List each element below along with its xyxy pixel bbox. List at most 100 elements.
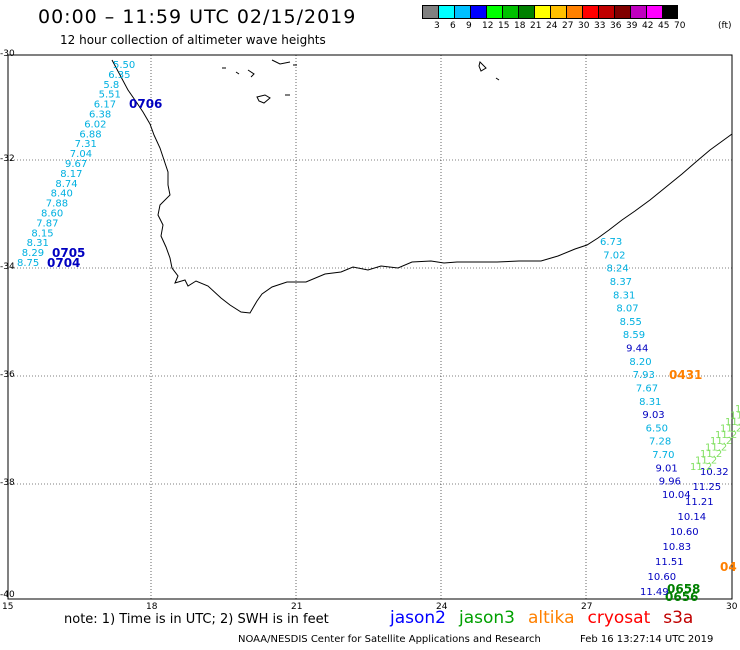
footer-timestamp: Feb 16 13:27:14 UTC 2019 [580,634,714,645]
east-track-value: 8.07 [616,304,638,315]
west-track-value: 7.88 [46,199,68,210]
lon-label: 27 [581,602,593,612]
legend-swatch [502,5,518,19]
satellite-jason2: jason2 [390,608,446,628]
east-track-value: 7.93 [633,370,655,381]
legend-swatch [518,5,534,19]
west-track-value: 8.60 [41,209,63,220]
green-track-value: 11.2 [700,449,722,460]
lat-label: -38 [0,478,15,488]
legend-label: 12 [482,21,494,31]
west-track-value: 5.50 [113,60,135,71]
east-track-value: 8.20 [629,357,651,368]
green-track-value: 11.2 [730,410,740,421]
legend-swatch [422,5,438,19]
legend-label: 33 [594,21,606,31]
lat-label: -32 [0,154,15,164]
footer-credit: NOAA/NESDIS Center for Satellite Applica… [238,634,541,645]
east-track-value: 9.96 [659,477,681,488]
green-track-value: 11.2 [705,443,727,454]
south-africa-coastline [111,59,733,314]
southeast-track-value: 10.60 [648,572,677,583]
lat-label: -34 [0,262,15,272]
lat-label: -40 [0,590,15,600]
legend-label: 45 [658,21,670,31]
satellite-altika: altika [528,608,575,628]
color-legend [422,5,678,19]
legend-label: 27 [562,21,574,31]
east-track-value: 9.03 [642,410,664,421]
west-track-value: 8.15 [31,228,53,239]
green-track-value: 11.2 [725,417,740,428]
legend-label: 42 [642,21,654,31]
west-track-value: 7.31 [75,139,97,150]
west-track-value: 8.75 [17,258,39,269]
southeast-track-value: 10.14 [678,512,707,523]
legend-label: 36 [610,21,622,31]
east-track-value: 8.31 [639,397,661,408]
west-track-value: 5.8 [103,80,119,91]
satellite-cryosat: cryosat [587,608,651,628]
legend-label: 39 [626,21,638,31]
east-track-value: 7.67 [636,383,658,394]
map-frame [7,54,733,600]
legend-swatch [630,5,646,19]
legend-label: 70 [674,21,686,31]
inland-features [222,59,500,104]
east-track-value: 8.24 [607,264,629,275]
map-title: 00:00 – 11:59 UTC 02/15/2019 [38,6,357,28]
legend-label: 18 [514,21,526,31]
east-track-value: 8.55 [620,317,642,328]
west-track-value: 8.40 [51,189,73,200]
west-track-value: 5.51 [99,90,121,101]
lon-label: 24 [436,602,448,612]
pass-label: 0704 [47,256,80,270]
east-track-value: 8.59 [623,330,645,341]
legend-swatch [534,5,550,19]
pass-label: 0705 [52,246,85,260]
legend-swatch [614,5,630,19]
east-track-value: 8.31 [613,290,635,301]
legend-label: 30 [578,21,590,31]
satellite-legend: jason2 jason3 altika cryosat s3a [390,608,693,628]
legend-label: 24 [546,21,558,31]
legend-swatch [566,5,582,19]
legend-swatch [582,5,598,19]
green-track-value: 11.2 [715,430,737,441]
legend-swatch [438,5,454,19]
east-track-value: 7.70 [652,450,674,461]
west-track-value: 9.67 [65,159,87,170]
lon-label: 18 [146,602,158,612]
graticule [8,55,732,599]
west-track-value: 8.74 [55,179,77,190]
southeast-track-value: 10.60 [670,527,699,538]
note-text: note: 1) Time is in UTC; 2) SWH is in fe… [64,612,329,627]
satellite-jason3: jason3 [459,608,515,628]
legend-label: 3 [434,21,440,31]
legend-unit: (ft) [718,21,732,31]
map-subtitle: 12 hour collection of altimeter wave hei… [60,33,326,47]
east-track-value: 9.44 [626,344,648,355]
legend-label: 6 [450,21,456,31]
southeast-track-value: 10.83 [663,542,692,553]
west-track-value: 8.31 [27,238,49,249]
pass-label: 0658 [667,582,700,596]
legend-label: 9 [466,21,472,31]
legend-swatch [598,5,614,19]
west-track-value: 6.02 [84,119,106,130]
green-track-value: 11.2 [690,462,712,473]
southeast-track-value: 11.21 [685,497,714,508]
legend-swatch [454,5,470,19]
west-track-value: 6.17 [94,100,116,111]
east-track-value: 6.50 [646,423,668,434]
legend-label: 21 [530,21,542,31]
green-track-value: 11.2 [695,456,717,467]
lon-label: 21 [291,602,303,612]
satellite-s3a: s3a [663,608,694,628]
legend-swatch [470,5,486,19]
green-track-value: 11.2 [720,423,740,434]
west-track-value: 8.29 [22,248,44,259]
west-track-value: 7.87 [36,218,58,229]
